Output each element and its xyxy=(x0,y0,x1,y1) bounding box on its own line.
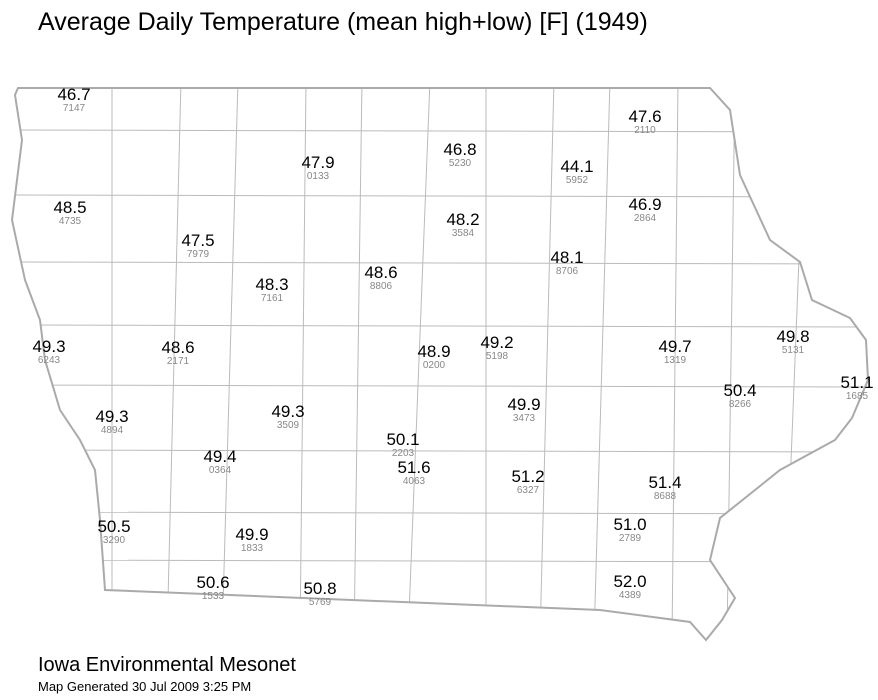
station-value: 50.6 xyxy=(196,573,229,592)
station-value: 51.6 xyxy=(397,458,430,477)
station-value: 51.0 xyxy=(613,515,646,534)
station-value: 48.6 xyxy=(161,338,194,357)
station-id: 5952 xyxy=(566,175,589,186)
station-value: 47.6 xyxy=(628,107,661,126)
station-value: 46.8 xyxy=(443,140,476,159)
station-value: 49.9 xyxy=(235,525,268,544)
station-value: 49.4 xyxy=(203,447,236,466)
station-value: 46.9 xyxy=(628,195,661,214)
station-id: 6327 xyxy=(517,485,540,496)
county-line xyxy=(353,88,363,640)
station-value: 44.1 xyxy=(560,157,593,176)
footer-generated: Map Generated 30 Jul 2009 3:25 PM xyxy=(38,679,251,694)
station-value: 49.3 xyxy=(95,407,128,426)
station-id: 4389 xyxy=(619,590,642,601)
station-id: 3509 xyxy=(277,420,300,431)
station-value: 51.4 xyxy=(648,473,681,492)
station-id: 7161 xyxy=(261,293,284,304)
station-id: 2864 xyxy=(634,213,657,224)
station-value: 48.6 xyxy=(364,263,397,282)
station-id: 0200 xyxy=(423,360,446,371)
station-id: 6243 xyxy=(38,355,61,366)
station-id: 8806 xyxy=(370,281,393,292)
county-line xyxy=(299,88,307,640)
station-id: 7979 xyxy=(187,249,210,260)
station-id: 2203 xyxy=(392,448,415,459)
station-id: 7147 xyxy=(63,103,86,114)
county-line xyxy=(12,511,868,515)
county-line xyxy=(12,449,868,453)
station-id: 2110 xyxy=(634,125,656,136)
station-id: 1833 xyxy=(241,543,264,554)
station-id: 4735 xyxy=(59,216,82,227)
station-id: 5198 xyxy=(486,351,509,362)
station-value: 49.2 xyxy=(480,333,513,352)
county-line xyxy=(12,559,868,563)
station-id: 1685 xyxy=(846,391,869,402)
station-value: 49.3 xyxy=(271,402,304,421)
county-line xyxy=(783,88,807,640)
station-value: 50.1 xyxy=(386,430,419,449)
station-value: 49.3 xyxy=(32,337,65,356)
station-id: 3584 xyxy=(452,228,475,239)
county-line xyxy=(593,88,611,640)
station-value: 50.5 xyxy=(97,517,130,536)
station-value: 48.2 xyxy=(446,210,479,229)
station-id: 0133 xyxy=(307,171,330,182)
station-id: 8706 xyxy=(556,266,579,277)
station-value: 50.4 xyxy=(723,381,756,400)
county-line xyxy=(407,88,431,640)
station-id: 0364 xyxy=(209,465,232,476)
station-value: 52.0 xyxy=(613,572,646,591)
station-id: 3290 xyxy=(103,535,126,546)
station-value: 49.9 xyxy=(507,395,540,414)
county-line xyxy=(12,261,868,265)
station-id: 3473 xyxy=(513,413,536,424)
footer-organization: Iowa Environmental Mesonet xyxy=(38,654,296,676)
county-line xyxy=(12,384,868,388)
station-value: 47.9 xyxy=(301,153,334,172)
county-line xyxy=(12,129,868,133)
station-id: 1319 xyxy=(664,355,687,366)
station-value: 46.7 xyxy=(57,85,90,104)
county-line xyxy=(539,88,555,640)
station-value: 48.5 xyxy=(53,198,86,217)
station-id: 2171 xyxy=(167,356,190,367)
county-grid xyxy=(12,88,868,640)
map-title: Average Daily Temperature (mean high+low… xyxy=(38,8,648,36)
station-id: 5131 xyxy=(782,345,805,356)
station-value: 48.1 xyxy=(550,248,583,267)
station-id: 4894 xyxy=(101,425,124,436)
station-value: 47.5 xyxy=(181,231,214,250)
station-value: 48.3 xyxy=(255,275,288,294)
station-id: 8266 xyxy=(729,399,752,410)
station-id: 2789 xyxy=(619,533,642,544)
county-line xyxy=(12,324,868,328)
station-value: 51.2 xyxy=(511,467,544,486)
station-id: 8688 xyxy=(654,491,677,502)
station-value: 49.8 xyxy=(776,327,809,346)
county-line xyxy=(166,88,182,640)
county-line xyxy=(671,88,679,640)
station-id: 4063 xyxy=(403,476,426,487)
county-line xyxy=(12,194,868,198)
station-value: 51.1 xyxy=(840,373,873,392)
station-id: 5230 xyxy=(449,158,472,169)
county-line xyxy=(726,88,736,640)
station-id: 1533 xyxy=(202,591,225,602)
station-value: 50.8 xyxy=(303,579,336,598)
county-line xyxy=(221,88,239,640)
station-value: 48.9 xyxy=(417,342,450,361)
station-value: 49.7 xyxy=(658,337,691,356)
station-id: 5769 xyxy=(309,597,332,608)
